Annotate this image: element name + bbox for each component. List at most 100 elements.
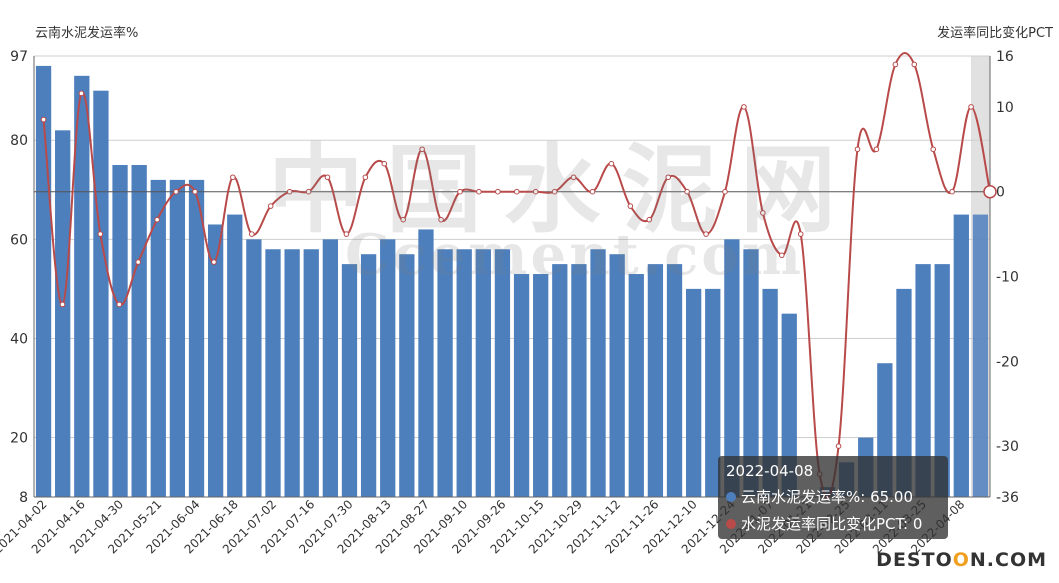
bar	[685, 288, 702, 497]
left-axis-title: 云南水泥发运率%	[35, 26, 139, 41]
bar	[724, 239, 740, 497]
bar	[666, 264, 683, 497]
bar	[915, 264, 931, 497]
line-point	[854, 146, 861, 153]
line-point	[627, 203, 634, 209]
bar	[188, 179, 205, 497]
line-point	[778, 252, 785, 259]
line-point	[835, 443, 842, 449]
bar	[93, 90, 109, 497]
left-tick-label: 40	[10, 331, 28, 347]
bar	[762, 288, 778, 497]
bar	[896, 288, 912, 497]
line-point	[419, 146, 425, 153]
bar	[934, 264, 950, 497]
line-point	[97, 231, 104, 237]
bar	[227, 214, 243, 497]
line-point	[59, 301, 66, 308]
bar	[150, 179, 166, 497]
line-point	[741, 104, 747, 110]
bar	[169, 179, 186, 497]
line-point	[892, 61, 899, 68]
bar	[972, 214, 989, 497]
line-point	[873, 146, 880, 153]
line-point	[211, 259, 217, 265]
line-point	[551, 188, 558, 195]
line-point	[760, 210, 766, 216]
bar	[552, 264, 568, 497]
bar	[953, 214, 969, 497]
left-tick-label: 60	[10, 232, 28, 248]
bar	[55, 130, 71, 497]
line-point	[154, 216, 160, 223]
line-point	[381, 160, 388, 167]
line-point	[703, 231, 709, 237]
tooltip-date: 2022-04-08	[726, 462, 814, 480]
bar	[513, 274, 530, 497]
line-point	[305, 188, 312, 195]
bar	[284, 249, 300, 497]
right-tick-label: -20	[996, 354, 1019, 370]
line-point	[457, 188, 463, 195]
bar	[360, 254, 377, 497]
bar	[322, 239, 339, 497]
bar	[456, 249, 472, 497]
bar	[781, 313, 797, 497]
bar	[437, 249, 453, 497]
line-point	[286, 188, 293, 195]
right-axis-title: 发运率同比变化PCT	[937, 26, 1053, 41]
line-point	[135, 259, 142, 265]
right-tick-label: 10	[996, 100, 1014, 116]
line-point	[495, 188, 501, 195]
line-point	[324, 174, 331, 181]
left-tick-label: 80	[10, 133, 28, 149]
line-point	[570, 174, 577, 181]
tooltip-bar-label: 云南水泥发运率%: 65.00	[741, 488, 914, 506]
line-point	[722, 188, 728, 195]
bar-series-dot-icon	[726, 491, 736, 502]
bar	[399, 254, 415, 497]
bar	[303, 249, 319, 497]
bar	[207, 224, 224, 497]
line-point	[930, 146, 937, 153]
bar	[743, 249, 759, 497]
line-point	[476, 188, 482, 195]
bar	[494, 249, 511, 497]
bar	[380, 239, 396, 497]
bar	[131, 165, 147, 497]
line-point	[797, 231, 804, 237]
line-series-path	[42, 52, 991, 499]
left-tick-label: 8	[19, 490, 28, 506]
right-tick-label: -10	[996, 270, 1019, 286]
line-point	[400, 216, 407, 223]
right-tick-label: -36	[996, 490, 1019, 506]
line-point	[438, 216, 444, 223]
bar	[571, 264, 587, 497]
brand-logo: DESTOON.COM	[876, 549, 1047, 571]
bar	[112, 165, 128, 497]
line-point	[949, 188, 955, 195]
tooltip-row-bar: 云南水泥发运率%: 65.00	[726, 486, 940, 507]
tooltip-row-line: 水泥发运率同比变化PCT: 0	[726, 513, 940, 534]
line-point	[911, 61, 918, 68]
line-point	[362, 174, 369, 181]
bar	[246, 239, 262, 497]
right-tick-label: 16	[996, 49, 1014, 65]
bar	[265, 249, 281, 497]
line-point	[608, 160, 615, 167]
line-point	[532, 188, 539, 195]
line-point	[78, 90, 85, 97]
bar	[533, 274, 549, 497]
line-point	[267, 203, 274, 209]
left-tick-label: 20	[10, 431, 28, 447]
bar	[590, 249, 606, 497]
line-point	[968, 104, 974, 110]
bar	[418, 229, 434, 497]
left-tick-label: 97	[10, 49, 28, 65]
line-point	[192, 188, 198, 195]
line-point	[230, 174, 236, 181]
bar	[628, 274, 644, 497]
line-point	[343, 231, 350, 237]
line-point	[116, 301, 123, 308]
